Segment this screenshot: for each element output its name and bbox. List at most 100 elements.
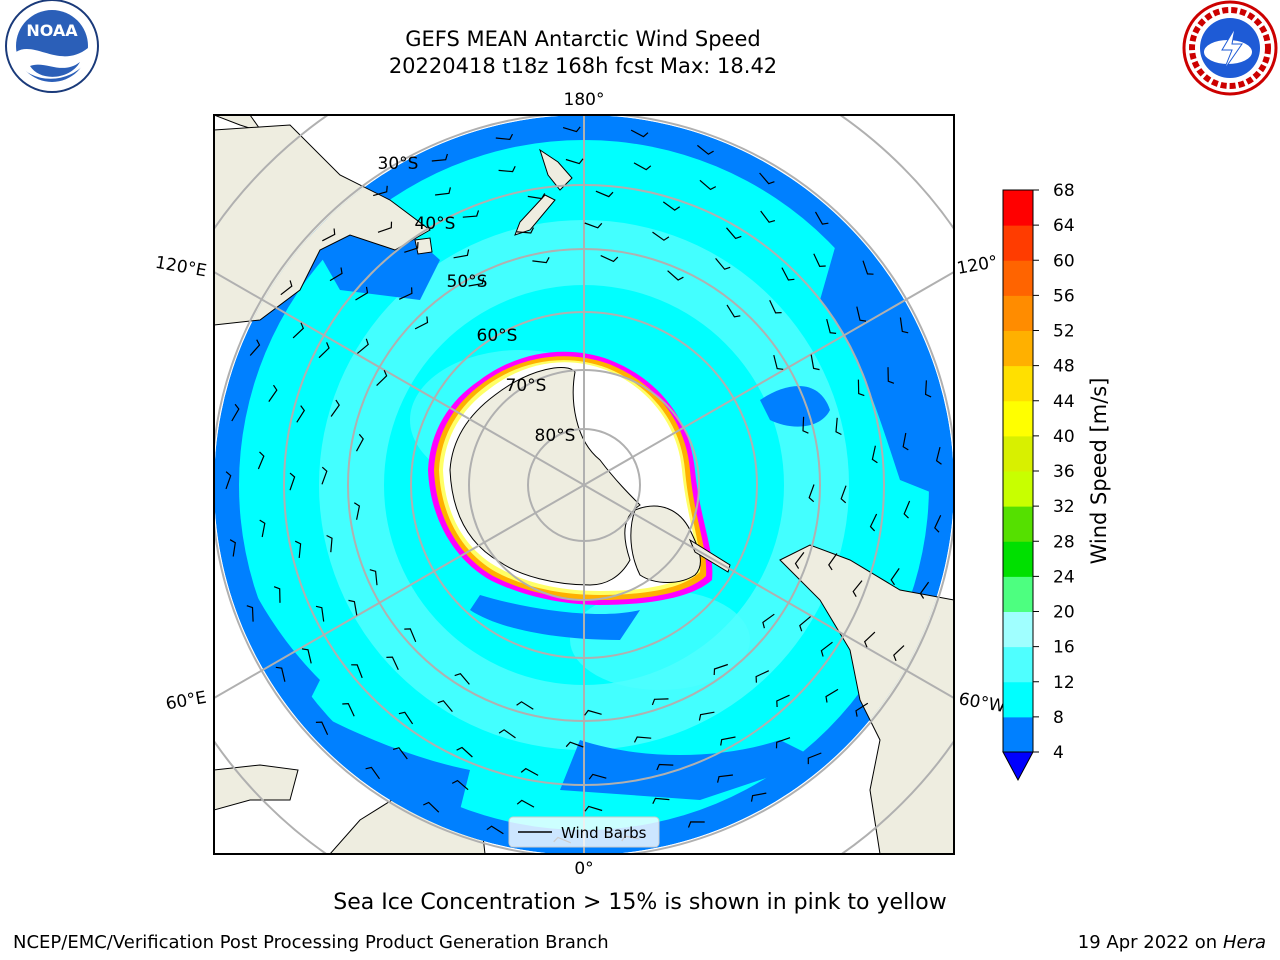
colorbar-segment <box>1003 260 1033 296</box>
wind-barb <box>321 466 328 485</box>
lat-label-70s: 70°S <box>506 376 547 396</box>
wind-barb <box>495 133 514 141</box>
wind-barb <box>869 513 878 532</box>
colorbar-tick-label: 12 <box>1053 673 1075 693</box>
colorbar-tick-label: 44 <box>1053 392 1075 412</box>
wind-barb <box>498 165 516 173</box>
colorbar-tick-label: 40 <box>1053 427 1075 447</box>
colorbar-tick-label: 36 <box>1053 462 1075 482</box>
wind-barb <box>353 502 361 520</box>
wind-barb <box>717 774 733 783</box>
colorbar-tick-label: 20 <box>1053 603 1075 623</box>
wind-barb <box>454 673 470 685</box>
wind-barb <box>820 641 833 657</box>
wind-barb <box>828 553 838 571</box>
wind-barb <box>662 201 681 211</box>
colorbar-extend-triangle <box>1002 751 1034 782</box>
colorbar-tick-label: 48 <box>1053 357 1075 377</box>
wind-barb <box>431 153 448 162</box>
wind-barb <box>423 801 440 813</box>
wind-barb <box>365 766 380 780</box>
colorbar-tick-label: 8 <box>1053 708 1064 728</box>
wind-barb <box>893 645 905 662</box>
wind-barb <box>435 187 451 196</box>
colorbar-tick-label: 64 <box>1053 216 1075 236</box>
wind-barb <box>595 190 614 198</box>
lat-label-80s: 80°S <box>535 426 576 446</box>
footer-date-text: 19 Apr 2022 on <box>1077 932 1223 953</box>
wind-barb <box>456 746 473 758</box>
colorbar-tick-label: 32 <box>1053 497 1075 517</box>
wind-barb <box>825 688 839 703</box>
map-legend: Wind Barbs <box>508 816 660 848</box>
wind-barb <box>404 628 417 643</box>
wind-barb <box>296 405 306 423</box>
wind-barb <box>919 581 930 599</box>
wind-barb <box>773 354 784 370</box>
legend-wind-barbs: Wind Barbs <box>561 824 647 842</box>
colorbar-segment <box>1003 435 1033 472</box>
footer-credit: NCEP/EMC/Verification Post Processing Pr… <box>13 932 609 953</box>
footer-date: 19 Apr 2022 on Hera <box>1078 932 1266 953</box>
wind-barb <box>315 721 329 736</box>
wind-barb <box>376 370 388 387</box>
wind-barb <box>903 500 911 519</box>
wind-barb <box>862 260 874 275</box>
lat-label-30s: 30°S <box>378 154 419 174</box>
wind-barb <box>520 767 539 776</box>
wind-barb <box>268 384 278 402</box>
wind-barb <box>720 736 736 746</box>
colorbar-segment <box>1003 330 1033 367</box>
wind-barb <box>532 257 550 264</box>
wind-barb <box>229 539 236 557</box>
wind-barb <box>802 416 809 434</box>
wind-barb <box>652 797 670 805</box>
colorbar-segment <box>1003 716 1033 753</box>
colorbar-tick-label: 4 <box>1053 743 1064 763</box>
wind-barb <box>852 580 863 597</box>
wind-barb <box>392 747 408 760</box>
footer-host: Hera <box>1222 932 1266 953</box>
wind-barb <box>814 211 829 225</box>
wind-barb <box>934 514 942 533</box>
wind-barb <box>887 367 895 384</box>
wind-barb <box>280 280 293 296</box>
wind-barb <box>807 752 822 765</box>
wind-barb <box>562 126 581 133</box>
wind-barb <box>275 666 286 682</box>
colorbar-segment <box>1003 365 1033 402</box>
colorbar-tick-label: 52 <box>1053 322 1075 342</box>
wind-barb <box>759 172 775 185</box>
wind-barb <box>863 631 876 648</box>
colorbar-tick-label: 68 <box>1053 181 1075 201</box>
wind-barb <box>273 586 281 603</box>
colorbar-segment <box>1003 681 1033 718</box>
wind-barb <box>726 304 741 318</box>
colorbar-segment <box>1003 190 1033 226</box>
wind-barb <box>667 270 684 281</box>
wind-barb <box>357 338 369 354</box>
map-frame <box>213 114 955 855</box>
wind-barb <box>656 763 674 771</box>
wind-barb <box>651 698 669 706</box>
wind-barb <box>584 222 603 229</box>
wind-barb <box>799 616 811 632</box>
colorbar-segment <box>1003 611 1033 648</box>
wind-barb <box>855 702 869 717</box>
lon-label-0: 0° <box>574 859 593 879</box>
wind-barb <box>342 702 355 717</box>
wind-barb <box>318 342 330 359</box>
wind-barb <box>257 451 265 470</box>
colorbar-segment <box>1003 576 1033 612</box>
east-antarctica-land <box>449 366 641 586</box>
colorbar-segment <box>1003 541 1033 577</box>
wind-barb <box>600 255 619 263</box>
noaa-logo: NOAA <box>5 0 99 93</box>
wind-barb <box>377 221 393 233</box>
colorbar-label: Wind Speed [m/s] <box>1087 378 1111 565</box>
wind-barb <box>755 670 770 683</box>
wind-barb <box>776 694 790 708</box>
wind-barb <box>775 737 791 749</box>
wind-barb <box>231 403 240 422</box>
wind-barb <box>750 792 767 802</box>
